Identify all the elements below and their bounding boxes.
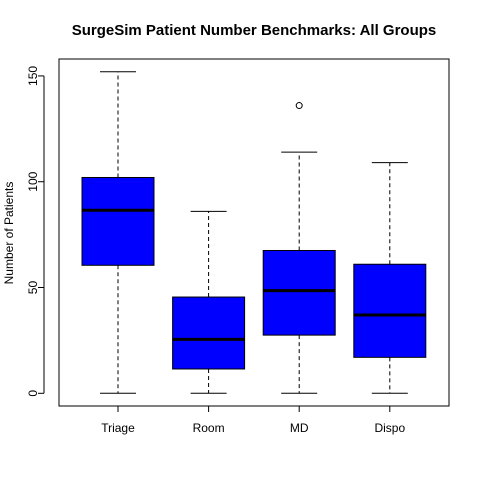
y-axis-label: Number of Patients [2,182,16,285]
chart-title: SurgeSim Patient Number Benchmarks: All … [72,22,437,39]
plot-frame [58,58,450,407]
x-tick-label: MD [290,421,309,435]
box-md [262,249,336,336]
y-tick-label: 100 [26,171,40,191]
x-tick-label: Triage [101,421,135,435]
y-tick-label: 150 [26,66,40,86]
x-tick-label: Room [193,421,225,435]
box-room [172,296,246,370]
box-dispo [353,263,427,358]
box-triage [81,176,155,266]
y-tick-label: 0 [26,390,40,397]
outlier-point [295,102,303,110]
y-tick-label: 50 [26,281,40,295]
x-tick-label: Dispo [374,421,405,435]
